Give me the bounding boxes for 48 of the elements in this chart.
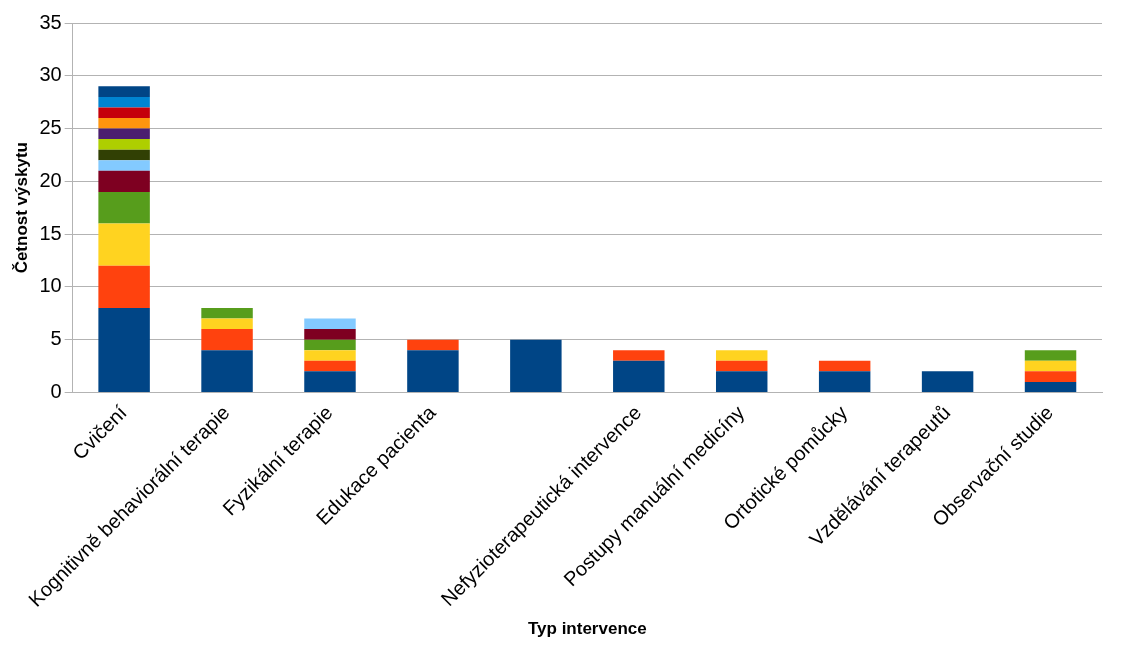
x-axis-title: Typ intervence <box>527 619 647 639</box>
bar <box>613 350 665 361</box>
bar <box>98 160 150 171</box>
bar <box>1024 350 1077 361</box>
bar <box>201 318 253 330</box>
y-tick-label: 20 <box>39 168 62 191</box>
bar <box>98 128 150 140</box>
bar <box>407 339 459 351</box>
bar <box>1024 371 1077 382</box>
bar <box>818 371 871 392</box>
y-axis-title: Četnost výskytu <box>11 142 31 274</box>
bar <box>715 371 768 392</box>
bar <box>98 107 150 118</box>
bar <box>98 149 150 161</box>
bar <box>98 96 150 108</box>
bar <box>304 350 356 361</box>
y-tick-label: 15 <box>39 221 62 244</box>
bar <box>98 223 150 266</box>
y-tick-label: 0 <box>50 379 62 402</box>
y-tick-label: 10 <box>39 274 62 297</box>
bar <box>921 371 974 392</box>
bar <box>818 360 871 372</box>
bar <box>98 139 150 150</box>
bar <box>304 329 356 340</box>
bar <box>715 360 768 372</box>
bar <box>98 191 150 224</box>
bar <box>304 371 356 392</box>
bar <box>1024 360 1077 372</box>
bar <box>98 170 150 192</box>
bar <box>304 339 356 351</box>
bar <box>304 318 356 330</box>
bar <box>715 350 768 361</box>
y-tick-label: 35 <box>39 10 62 33</box>
bar <box>510 339 562 392</box>
bar <box>613 360 665 392</box>
y-tick-label: 5 <box>50 327 62 350</box>
bar <box>304 360 356 372</box>
y-tick-label: 30 <box>39 63 62 86</box>
bar <box>98 265 150 308</box>
bar <box>98 308 150 392</box>
bar <box>201 350 253 392</box>
bar <box>1024 381 1077 392</box>
bar <box>98 118 150 129</box>
bar <box>201 308 253 319</box>
bar <box>407 350 459 392</box>
y-tick-label: 25 <box>39 116 62 139</box>
bar <box>98 86 150 97</box>
bar <box>201 329 253 351</box>
